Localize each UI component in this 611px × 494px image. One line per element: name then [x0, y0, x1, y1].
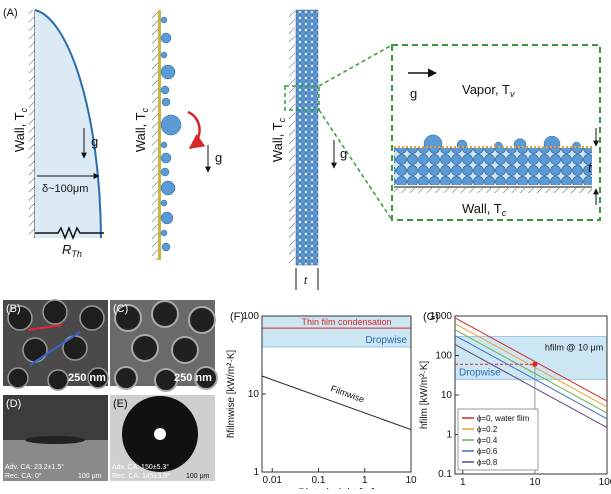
panel-label: (A)	[3, 7, 18, 19]
band-label: Dropwise	[365, 335, 407, 346]
legend-label: ϕ=0.6	[477, 447, 498, 456]
y-tick-label: 10	[441, 390, 453, 401]
y-tick-label: 100	[435, 351, 452, 362]
gravity-label: g	[91, 134, 98, 149]
wall-label: Wall, Tc	[133, 107, 150, 152]
y-tick-label: 100	[242, 311, 259, 322]
x-tick-label: 1	[362, 475, 368, 486]
series-label: Filmwise	[329, 383, 365, 404]
reference-label: Thin film condensation	[301, 317, 391, 327]
x-tick-label: 0.01	[263, 475, 283, 486]
y-tick-label: 1	[446, 430, 452, 441]
y-tick-label: 10	[248, 389, 260, 400]
reference-label: hfilm @ 10 μm	[545, 342, 603, 352]
contact-angle: Rec. CA: 0°	[5, 472, 42, 480]
wall-label: Wall, Tc	[12, 107, 29, 152]
y-axis-label: h̄filmwise [kW/m²·K]	[226, 350, 237, 439]
contact-angle: Rec. CA: 145±3.9°	[112, 472, 170, 480]
gravity-label: g	[340, 146, 347, 161]
thin-film-sketch	[285, 10, 600, 290]
y-tick-label: 1	[253, 467, 259, 478]
resistance-label: RTh	[62, 242, 82, 259]
y-axis-label: hfilm [kW/m²·K]	[419, 361, 430, 430]
panel-label: (C)	[113, 303, 128, 315]
band-label: Dropwise	[459, 367, 501, 378]
contact-angle: Adv. CA: 23.2±1.5°	[5, 463, 64, 471]
dropwise-sketch	[152, 10, 208, 260]
legend-label: ϕ=0, water film	[477, 414, 530, 423]
filmwise-sketch	[29, 10, 104, 238]
panel-label: (E)	[113, 398, 128, 410]
scale-bar-label: 100 μm	[186, 473, 210, 480]
legend-label: ϕ=0.8	[477, 458, 498, 467]
reference-point	[532, 362, 537, 367]
x-tick-label: 100	[599, 477, 611, 488]
panel-label: (D)	[6, 398, 21, 410]
scale-bar-label: 250 nm	[68, 372, 106, 384]
x-tick-label: 10	[405, 475, 417, 486]
panel-label: (B)	[6, 303, 21, 315]
wall-label: Wall, Tc	[462, 201, 507, 218]
gravity-label: g	[410, 86, 417, 101]
panel-label: (G)	[423, 311, 439, 323]
scale-bar-label: 100 μm	[78, 473, 102, 480]
contact-angle: Adv. CA: 150±5.3°	[112, 463, 169, 471]
layer-thickness-label: t	[304, 275, 308, 287]
x-tick-label: 0.1	[312, 475, 326, 486]
figure: (A) Wall, Tc g δ~100μm RTh Wall, Tc g Wa…	[0, 0, 611, 489]
legend-label: ϕ=0.2	[477, 425, 498, 434]
y-tick-label: 0.1	[438, 469, 452, 480]
x-tick-label: 1	[460, 477, 466, 488]
gravity-label: g	[215, 150, 222, 165]
wall-label: Wall, Tc	[270, 117, 287, 162]
scale-bar-label: 250 nm	[174, 372, 212, 384]
film-thickness-label: δ~100μm	[42, 183, 88, 195]
x-tick-label: 10	[529, 477, 541, 488]
legend-label: ϕ=0.4	[477, 436, 498, 445]
panel-label: (F)	[230, 311, 244, 323]
vapor-label: Vapor, Tv	[462, 82, 515, 99]
